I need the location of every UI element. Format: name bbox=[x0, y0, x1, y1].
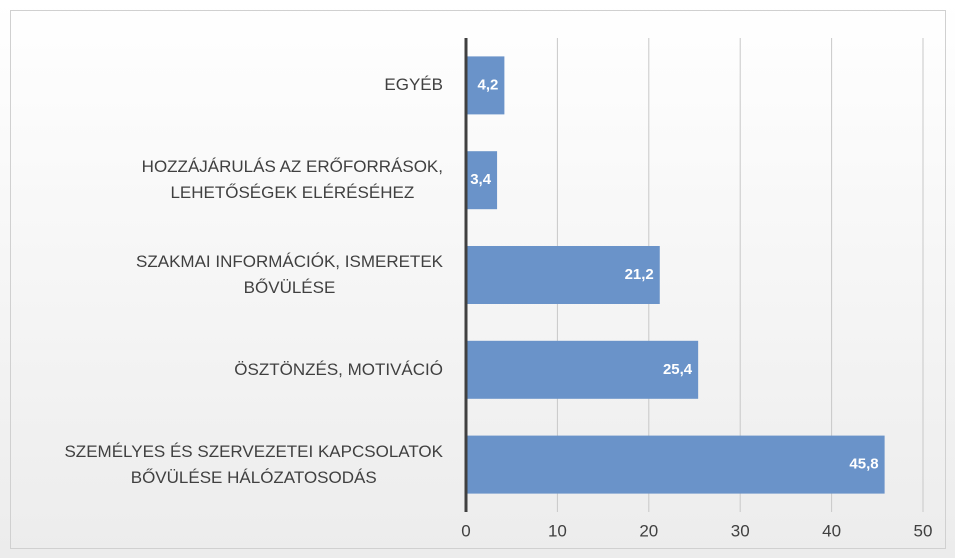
category-label: SZEMÉLYES ÉS SZERVEZETEI KAPCSOLATOK BŐV… bbox=[64, 441, 443, 487]
value-label: 25,4 bbox=[663, 361, 693, 378]
value-label: 45,8 bbox=[849, 456, 878, 473]
bar bbox=[466, 151, 498, 210]
value-label: 21,2 bbox=[625, 266, 654, 283]
bar bbox=[466, 246, 660, 304]
x-tick-label: 50 bbox=[914, 521, 933, 540]
x-tick-label: 20 bbox=[639, 521, 658, 540]
x-tick-label: 40 bbox=[822, 521, 841, 540]
bar bbox=[466, 340, 699, 399]
value-label: 3,4 bbox=[470, 171, 492, 188]
x-tick-label: 10 bbox=[548, 521, 567, 540]
value-label: 4,2 bbox=[478, 76, 499, 93]
category-label: HOZZÁJÁRULÁS AZ ERŐFORRÁSOK, LEHETŐSÉGEK… bbox=[141, 157, 443, 203]
category-label: EGYÉB bbox=[384, 75, 443, 95]
x-tick-label: 0 bbox=[461, 521, 470, 540]
x-tick-label: 30 bbox=[731, 521, 750, 540]
frame bbox=[10, 10, 946, 549]
category-label: SZAKMAI INFORMÁCIÓK, ISMERETEK BŐVÜLÉSE bbox=[136, 252, 443, 297]
category-label: ÖSZTÖNZÉS, MOTIVÁCIÓ bbox=[234, 359, 443, 379]
bar bbox=[466, 435, 885, 494]
bar bbox=[466, 56, 505, 115]
